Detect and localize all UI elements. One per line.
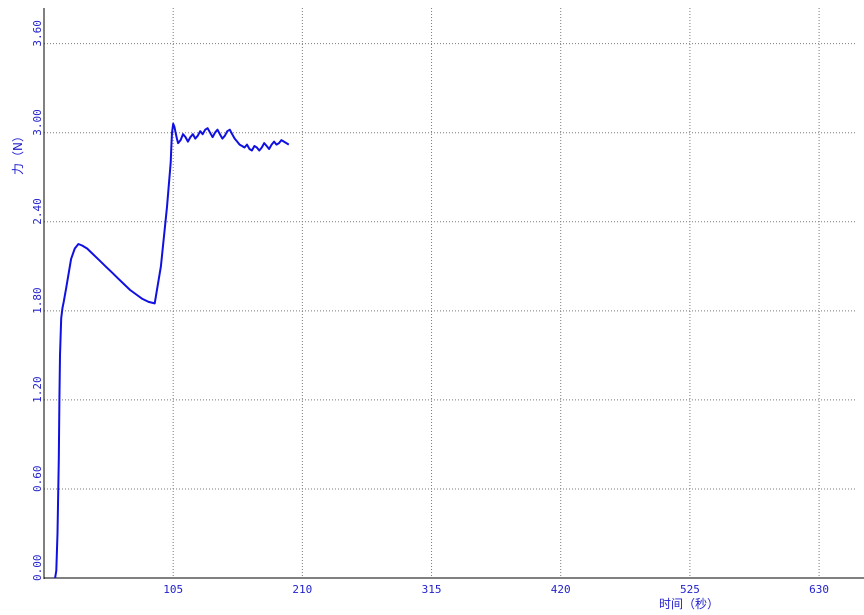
x-tick-label: 210 (292, 583, 312, 596)
x-axis-label: 时间（秒） (659, 597, 719, 611)
x-tick-label: 420 (551, 583, 571, 596)
y-axis-label: 力（N） (11, 130, 25, 175)
y-tick-label: 3.60 (31, 20, 44, 47)
y-tick-label: 1.20 (31, 376, 44, 403)
x-tick-label: 105 (163, 583, 183, 596)
y-tick-label: 3.00 (31, 109, 44, 136)
y-tick-label: 0.00 (31, 555, 44, 582)
axes (43, 8, 864, 579)
y-tick-label: 2.40 (31, 198, 44, 225)
series-layer (54, 122, 290, 579)
x-tick-label: 315 (422, 583, 442, 596)
y-tick-label: 1.80 (31, 287, 44, 314)
y-tick-label: 0.60 (31, 465, 44, 492)
tick-labels: 105 210 315 420 525 630 0.00 0.60 1.20 1.80 2.40 3.… (31, 20, 829, 596)
x-tick-label: 630 (809, 583, 829, 596)
grid (44, 8, 856, 578)
x-tick-label: 525 (680, 583, 700, 596)
series-line-0 (54, 122, 290, 579)
